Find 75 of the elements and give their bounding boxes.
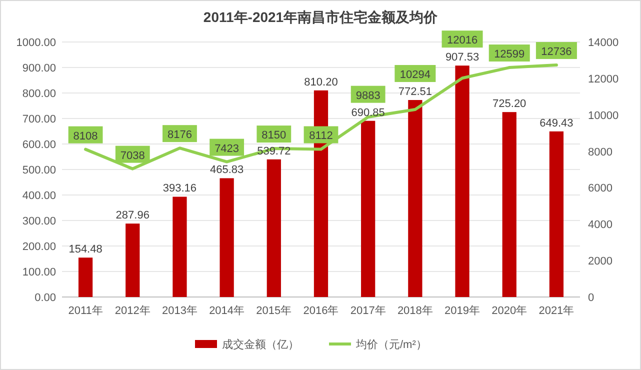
- bar: [408, 100, 422, 297]
- line-label: 7038: [115, 146, 150, 163]
- y2-tick-label: 0: [588, 292, 594, 304]
- x-tick-label: 2017年: [350, 305, 386, 317]
- y-tick-label: 400.00: [22, 190, 56, 202]
- line-label: 8108: [68, 126, 103, 144]
- data-label: 8176: [167, 129, 192, 142]
- data-label: 10294: [400, 69, 430, 82]
- data-label: 725.20: [492, 98, 526, 110]
- data-label: 393.16: [162, 182, 197, 195]
- data-label: 649.43: [540, 117, 574, 130]
- bar: [126, 224, 140, 297]
- line-label: 12016: [442, 30, 483, 48]
- y-tick-label: 200.00: [22, 241, 56, 253]
- line-label: 12599: [488, 44, 530, 62]
- y-tick-label: 500.00: [22, 164, 56, 176]
- x-tick-label: 2019年: [444, 305, 480, 317]
- y2-tick-label: 8000: [588, 146, 612, 158]
- y2-tick-label: 6000: [588, 182, 612, 195]
- y2-tick-label: 14000: [588, 37, 619, 49]
- data-label: 12736: [541, 46, 572, 58]
- bar: [172, 196, 187, 297]
- x-tick-label: 2016年: [303, 305, 339, 317]
- line-label: 12736: [536, 42, 577, 60]
- x-tick-label: 2012年: [114, 305, 150, 317]
- bar: [549, 131, 564, 297]
- data-label: 12016: [446, 34, 478, 47]
- data-label: 12599: [494, 48, 525, 61]
- y-tick-label: 900.00: [22, 62, 56, 74]
- line-label: 8150: [256, 126, 292, 143]
- bar: [455, 66, 470, 297]
- data-label: 7038: [120, 150, 145, 162]
- line-label: 8112: [304, 126, 338, 144]
- bar: [361, 120, 376, 297]
- y2-tick-label: 10000: [588, 110, 619, 122]
- data-label: 690.85: [351, 106, 385, 119]
- x-tick-label: 2013年: [162, 305, 198, 317]
- chart-title: 2011年-2021年南昌市住宅金额及均价: [203, 9, 439, 25]
- data-label: 772.51: [398, 86, 432, 98]
- data-label: 8108: [73, 130, 98, 142]
- y-tick-label: 600.00: [22, 139, 56, 151]
- data-label: 465.83: [210, 164, 244, 176]
- y-tick-label: 800.00: [22, 88, 56, 100]
- line-label: 7423: [210, 138, 244, 156]
- y-tick-label: 300.00: [22, 216, 56, 228]
- legend-label: 成交金额（亿）: [222, 338, 299, 351]
- y-tick-label: 0.00: [34, 292, 56, 304]
- x-tick-label: 2021年: [538, 305, 574, 317]
- y2-tick-label: 4000: [588, 219, 612, 232]
- x-tick-label: 2014年: [209, 305, 245, 317]
- data-label: 7423: [214, 142, 240, 155]
- data-label: 8112: [309, 130, 333, 142]
- bar: [266, 159, 281, 297]
- bar: [78, 258, 93, 297]
- x-tick-label: 2020年: [492, 305, 528, 317]
- line-label: 9883: [350, 86, 386, 103]
- y-tick-label: 1000.00: [16, 37, 56, 49]
- y-tick-label: 700.00: [22, 114, 56, 126]
- data-label: 154.48: [68, 244, 102, 256]
- data-label: 9883: [356, 90, 380, 102]
- line-label: 10294: [394, 65, 436, 82]
- x-tick-label: 2018年: [397, 305, 433, 317]
- bar: [220, 178, 234, 297]
- data-label: 810.20: [304, 76, 338, 88]
- data-label: 907.53: [445, 52, 480, 64]
- data-label: 287.96: [116, 210, 150, 222]
- x-tick-label: 2011年: [68, 305, 103, 317]
- y-tick-label: 100.00: [22, 266, 56, 278]
- line-label: 8176: [162, 125, 197, 142]
- bar: [502, 112, 516, 297]
- y2-tick-label: 12000: [588, 73, 619, 86]
- data-label: 8150: [262, 130, 286, 142]
- y2-tick-label: 2000: [588, 256, 612, 268]
- x-tick-label: 2015年: [256, 305, 292, 317]
- legend-label: 均价（元/m²）: [355, 339, 427, 351]
